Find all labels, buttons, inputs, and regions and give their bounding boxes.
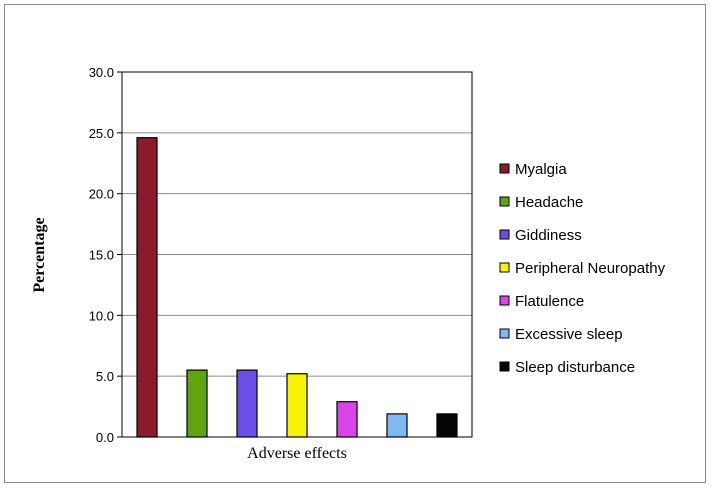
gridlines [122, 132, 472, 377]
bars [136, 137, 458, 438]
legend-label: Peripheral Neuropathy [515, 260, 666, 277]
bar-sleep-disturbance [436, 413, 458, 438]
legend-label: Headache [515, 194, 583, 211]
y-tick-label: 10.0 [89, 308, 114, 323]
legend-label: Giddiness [515, 227, 582, 244]
legend: Myalgia Headache Giddiness Peripheral Neuro… [499, 161, 666, 376]
x-axis-title: Adverse effects [247, 445, 347, 462]
bar-flatulence [336, 401, 358, 438]
legend-swatch-peripheral-neuropathy [499, 262, 510, 273]
y-tick-label: 20.0 [89, 187, 114, 202]
y-axis-title: Percentage [31, 217, 48, 292]
y-tick-label: 25.0 [89, 126, 114, 141]
bar-headache [186, 369, 208, 438]
y-axis-ticks: 0.0 5.0 10.0 15.0 20.0 25.0 30.0 [89, 65, 122, 445]
legend-swatch-flatulence [499, 295, 510, 306]
bar-excessive-sleep [386, 413, 408, 438]
legend-swatch-excessive-sleep [499, 328, 510, 339]
legend-label: Myalgia [515, 161, 567, 178]
legend-swatch-headache [499, 196, 510, 207]
legend-swatch-sleep-disturbance [499, 361, 510, 372]
y-tick-label: 0.0 [96, 430, 114, 445]
bar-myalgia [136, 137, 158, 438]
legend-swatch-myalgia [499, 163, 510, 174]
bar-giddiness [236, 369, 258, 438]
legend-swatch-giddiness [499, 229, 510, 240]
y-tick-label: 30.0 [89, 65, 114, 80]
y-tick-label: 5.0 [96, 369, 114, 384]
y-tick-label: 15.0 [89, 248, 114, 263]
legend-label: Sleep disturbance [515, 359, 635, 376]
legend-label: Excessive sleep [515, 326, 623, 343]
legend-label: Flatulence [515, 293, 584, 310]
bar-peripheral-neuropathy [286, 373, 308, 438]
